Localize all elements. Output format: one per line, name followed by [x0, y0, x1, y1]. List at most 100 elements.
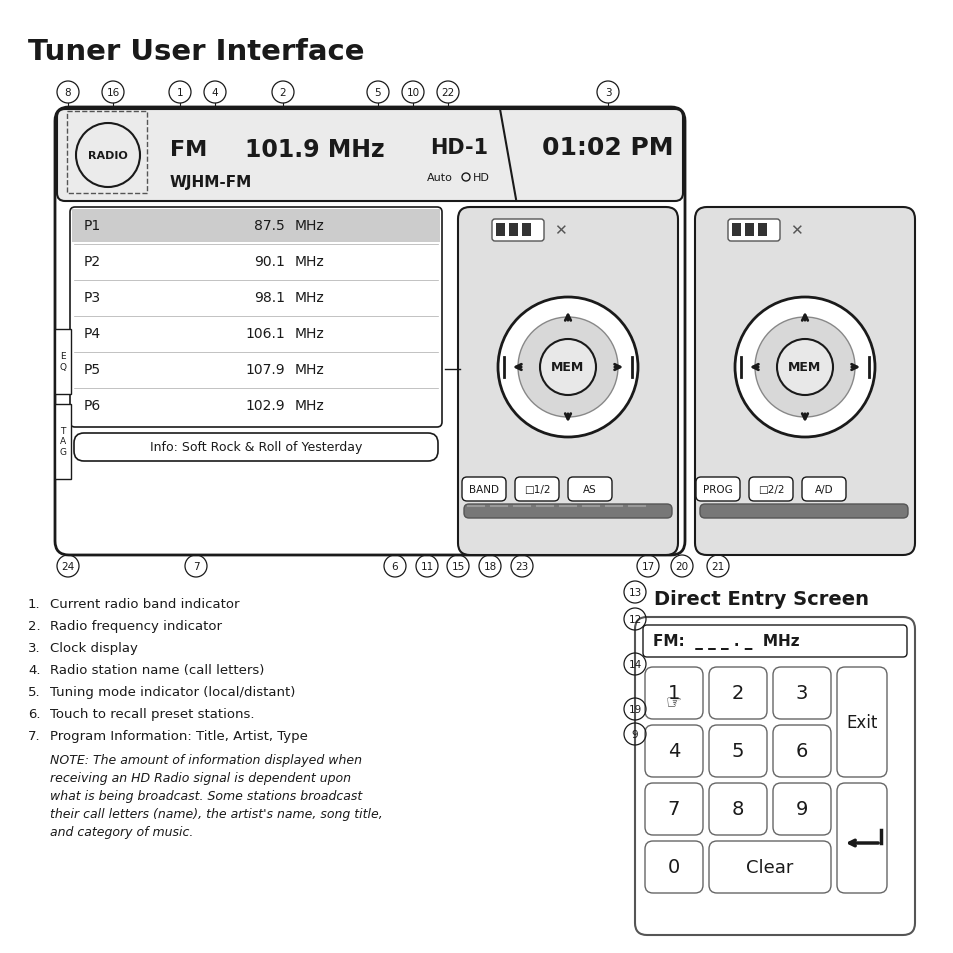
- Text: 5: 5: [375, 88, 381, 98]
- Text: 12: 12: [628, 615, 641, 624]
- Text: 21: 21: [711, 561, 724, 572]
- Text: 2.: 2.: [28, 619, 41, 633]
- Text: 107.9: 107.9: [245, 363, 285, 376]
- Bar: [744, 224, 753, 236]
- Text: 3: 3: [604, 88, 611, 98]
- Text: 24: 24: [61, 561, 74, 572]
- FancyBboxPatch shape: [74, 434, 437, 461]
- Text: Current radio band indicator: Current radio band indicator: [50, 598, 239, 610]
- Text: Clock display: Clock display: [50, 641, 138, 655]
- Text: ☞: ☞: [665, 692, 681, 710]
- Text: Touch to recall preset stations.: Touch to recall preset stations.: [50, 707, 254, 720]
- FancyBboxPatch shape: [461, 477, 505, 501]
- FancyBboxPatch shape: [695, 208, 914, 556]
- Text: PROG: PROG: [702, 484, 732, 495]
- Text: 4: 4: [667, 741, 679, 760]
- Text: P6: P6: [84, 398, 101, 413]
- Text: P2: P2: [84, 254, 101, 269]
- Text: 6: 6: [392, 561, 398, 572]
- Text: 102.9: 102.9: [245, 398, 285, 413]
- FancyBboxPatch shape: [644, 725, 702, 778]
- Text: 18: 18: [483, 561, 497, 572]
- Text: 2: 2: [279, 88, 286, 98]
- Bar: [55, 405, 71, 479]
- FancyBboxPatch shape: [772, 667, 830, 720]
- Bar: [67, 112, 147, 193]
- Text: Radio frequency indicator: Radio frequency indicator: [50, 619, 222, 633]
- Text: MHz: MHz: [294, 291, 324, 305]
- Text: A/D: A/D: [814, 484, 832, 495]
- Text: 10: 10: [406, 88, 419, 98]
- Circle shape: [497, 297, 638, 437]
- Text: 4.: 4.: [28, 663, 40, 677]
- Text: 2: 2: [731, 684, 743, 702]
- Text: 1: 1: [667, 684, 679, 702]
- FancyBboxPatch shape: [708, 841, 830, 893]
- FancyBboxPatch shape: [772, 783, 830, 835]
- Text: Radio station name (call letters): Radio station name (call letters): [50, 663, 264, 677]
- Circle shape: [539, 339, 596, 395]
- Text: Direct Entry Screen: Direct Entry Screen: [654, 589, 868, 608]
- FancyBboxPatch shape: [836, 783, 886, 893]
- Text: 101.9 MHz: 101.9 MHz: [245, 138, 384, 162]
- Text: MHz: MHz: [294, 398, 324, 413]
- Text: 8: 8: [731, 800, 743, 819]
- Text: receiving an HD Radio signal is dependent upon: receiving an HD Radio signal is dependen…: [50, 771, 351, 784]
- Text: P3: P3: [84, 291, 101, 305]
- Text: P1: P1: [84, 219, 101, 233]
- Bar: [758, 224, 766, 236]
- Text: RADIO: RADIO: [88, 151, 128, 161]
- FancyBboxPatch shape: [696, 477, 740, 501]
- Text: 9: 9: [631, 729, 638, 740]
- FancyBboxPatch shape: [708, 783, 766, 835]
- FancyBboxPatch shape: [642, 625, 906, 658]
- Text: □2/2: □2/2: [757, 484, 783, 495]
- Text: 7: 7: [667, 800, 679, 819]
- Text: E
Q: E Q: [59, 352, 67, 372]
- Text: 16: 16: [107, 88, 119, 98]
- Text: 6.: 6.: [28, 707, 40, 720]
- Text: 9: 9: [795, 800, 807, 819]
- Text: NOTE: The amount of information displayed when: NOTE: The amount of information displaye…: [50, 753, 361, 766]
- Text: FM: FM: [170, 140, 207, 160]
- Text: WJHM-FM: WJHM-FM: [170, 174, 252, 190]
- Text: 6: 6: [795, 741, 807, 760]
- Bar: [496, 224, 504, 236]
- FancyBboxPatch shape: [57, 110, 682, 202]
- FancyBboxPatch shape: [644, 667, 702, 720]
- Text: HD: HD: [473, 172, 489, 183]
- Text: and category of music.: and category of music.: [50, 825, 193, 838]
- FancyBboxPatch shape: [836, 667, 886, 778]
- Text: Auto: Auto: [427, 172, 453, 183]
- Text: 15: 15: [451, 561, 464, 572]
- FancyBboxPatch shape: [801, 477, 845, 501]
- Text: 01:02 PM: 01:02 PM: [542, 136, 673, 160]
- Text: their call letters (name), the artist's name, song title,: their call letters (name), the artist's …: [50, 807, 382, 821]
- Text: 19: 19: [628, 704, 641, 714]
- Text: Clear: Clear: [745, 858, 793, 876]
- FancyBboxPatch shape: [727, 220, 780, 242]
- Text: 7: 7: [193, 561, 199, 572]
- Text: HD-1: HD-1: [430, 138, 488, 158]
- Text: 90.1: 90.1: [253, 254, 285, 269]
- Text: 1: 1: [176, 88, 183, 98]
- Text: FM:  _ _ _ . _  MHz: FM: _ _ _ . _ MHz: [652, 634, 799, 649]
- FancyBboxPatch shape: [55, 108, 684, 556]
- Text: 11: 11: [420, 561, 434, 572]
- Text: 106.1: 106.1: [245, 327, 285, 340]
- Text: □1/2: □1/2: [523, 484, 550, 495]
- Text: Tuning mode indicator (local/distant): Tuning mode indicator (local/distant): [50, 685, 295, 699]
- Text: 8: 8: [65, 88, 71, 98]
- FancyBboxPatch shape: [567, 477, 612, 501]
- FancyBboxPatch shape: [708, 667, 766, 720]
- Text: MHz: MHz: [294, 327, 324, 340]
- FancyBboxPatch shape: [515, 477, 558, 501]
- Circle shape: [754, 317, 854, 417]
- Bar: [55, 330, 71, 395]
- Text: 22: 22: [441, 88, 455, 98]
- Text: P4: P4: [84, 327, 101, 340]
- Text: P5: P5: [84, 363, 101, 376]
- Text: MHz: MHz: [294, 219, 324, 233]
- Text: 3: 3: [795, 684, 807, 702]
- Text: MHz: MHz: [294, 254, 324, 269]
